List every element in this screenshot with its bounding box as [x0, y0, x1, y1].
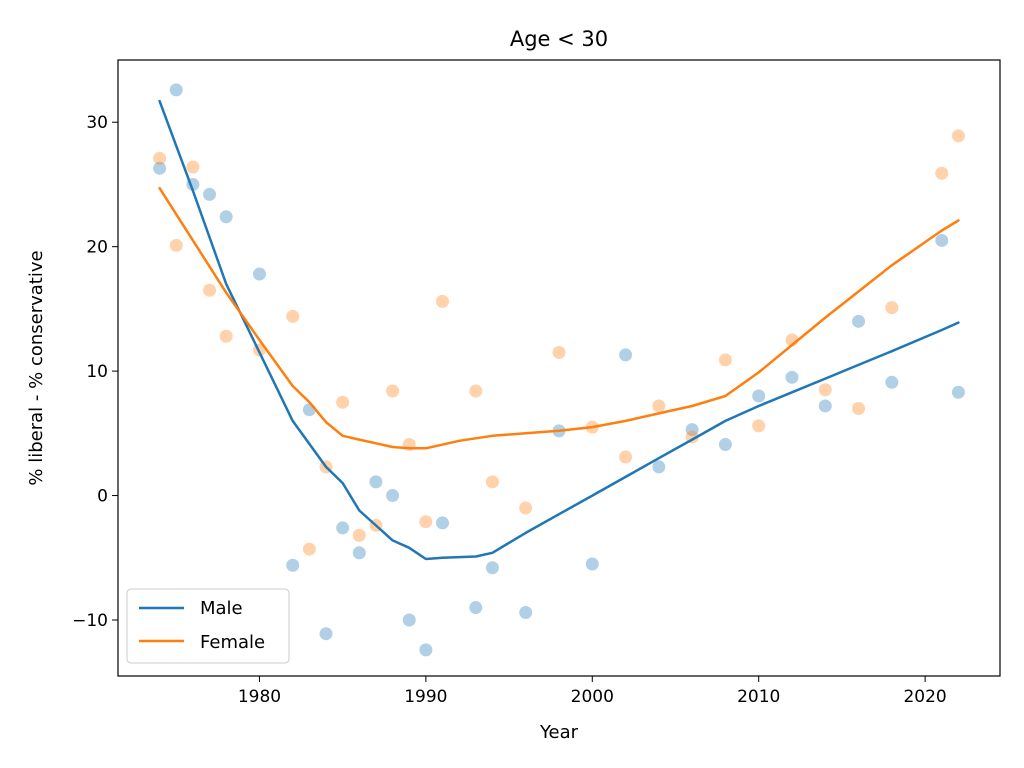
scatter-point-male: [219, 210, 233, 224]
y-axis: −10 0 10 20 30: [72, 113, 118, 631]
scatter-point-female: [752, 419, 766, 433]
scatter-point-female: [818, 383, 832, 397]
scatter-point-male: [951, 385, 965, 399]
scatter-point-male: [852, 314, 866, 328]
scatter-point-male: [718, 438, 732, 452]
y-axis-title: % liberal - % conservative: [26, 250, 47, 485]
chart-title: Age < 30: [510, 27, 608, 51]
legend: Male Female: [126, 588, 290, 664]
scatter-point-female: [286, 309, 300, 323]
scatter-point-male: [469, 601, 483, 615]
scatter-point-male: [685, 423, 699, 437]
scatter-point-male: [302, 403, 316, 417]
scatter-point-female: [852, 401, 866, 415]
scatter-point-female: [203, 283, 217, 297]
scatter-point-female: [186, 160, 200, 174]
scatter-point-male: [336, 521, 350, 535]
scatter-point-male: [386, 489, 400, 503]
y-tick-label: −10: [72, 611, 108, 631]
x-tick-label: 1980: [238, 687, 281, 707]
scatter-point-female: [302, 542, 316, 556]
legend-label-male: Male: [200, 598, 243, 619]
x-axis-title: Year: [539, 722, 579, 743]
scatter-point-male: [485, 561, 499, 575]
y-tick-label: 30: [86, 113, 108, 133]
scatter-point-male: [402, 613, 416, 627]
scatter-point-male: [436, 516, 450, 530]
scatter-point-female: [219, 329, 233, 343]
line-layer: [158, 99, 960, 561]
scatter-point-female: [419, 515, 433, 529]
scatter-point-male: [818, 399, 832, 413]
scatter-point-male: [252, 267, 266, 281]
scatter-point-male: [419, 643, 433, 657]
plot-frame: [117, 59, 1001, 677]
trend-line-female: [158, 186, 960, 450]
y-tick-label: 10: [86, 362, 108, 382]
y-tick-label: 20: [86, 238, 108, 258]
scatter-point-female: [519, 501, 533, 515]
x-tick-label: 1990: [404, 687, 447, 707]
scatter-point-male: [585, 557, 599, 571]
scatter-point-female: [485, 475, 499, 489]
scatter-point-female: [336, 395, 350, 409]
scatter-point-male: [752, 389, 766, 403]
scatter-point-female: [935, 166, 949, 180]
scatter-point-female: [885, 301, 899, 315]
scatter-point-female: [718, 353, 732, 367]
scatter-point-male: [619, 348, 633, 362]
scatter-point-male: [203, 187, 217, 201]
scatter-point-female: [619, 450, 633, 464]
x-axis: 1980 1990 2000 2010 2020: [238, 676, 947, 707]
trend-line-male: [158, 99, 960, 561]
scatter-layer: [153, 83, 965, 657]
scatter-point-female: [153, 151, 167, 165]
x-tick-label: 2020: [903, 687, 946, 707]
scatter-point-male: [652, 460, 666, 474]
scatter-point-female: [169, 238, 183, 252]
scatter-point-male: [785, 370, 799, 384]
scatter-point-male: [885, 375, 899, 389]
scatter-point-female: [352, 528, 366, 542]
scatter-point-male: [169, 83, 183, 97]
scatter-point-male: [352, 546, 366, 560]
scatter-point-male: [286, 558, 300, 572]
scatter-point-female: [469, 384, 483, 398]
scatter-point-male: [935, 233, 949, 247]
legend-label-female: Female: [200, 632, 265, 653]
scatter-point-male: [153, 161, 167, 175]
scatter-point-female: [552, 345, 566, 359]
scatter-point-male: [519, 606, 533, 620]
scatter-point-female: [652, 399, 666, 413]
scatter-point-female: [386, 384, 400, 398]
scatter-point-female: [436, 294, 450, 308]
y-tick-label: 0: [97, 487, 108, 507]
scatter-point-male: [369, 475, 383, 489]
x-tick-label: 2010: [737, 687, 780, 707]
scatter-point-male: [319, 627, 333, 641]
scatter-point-female: [951, 129, 965, 143]
x-tick-label: 2000: [571, 687, 614, 707]
